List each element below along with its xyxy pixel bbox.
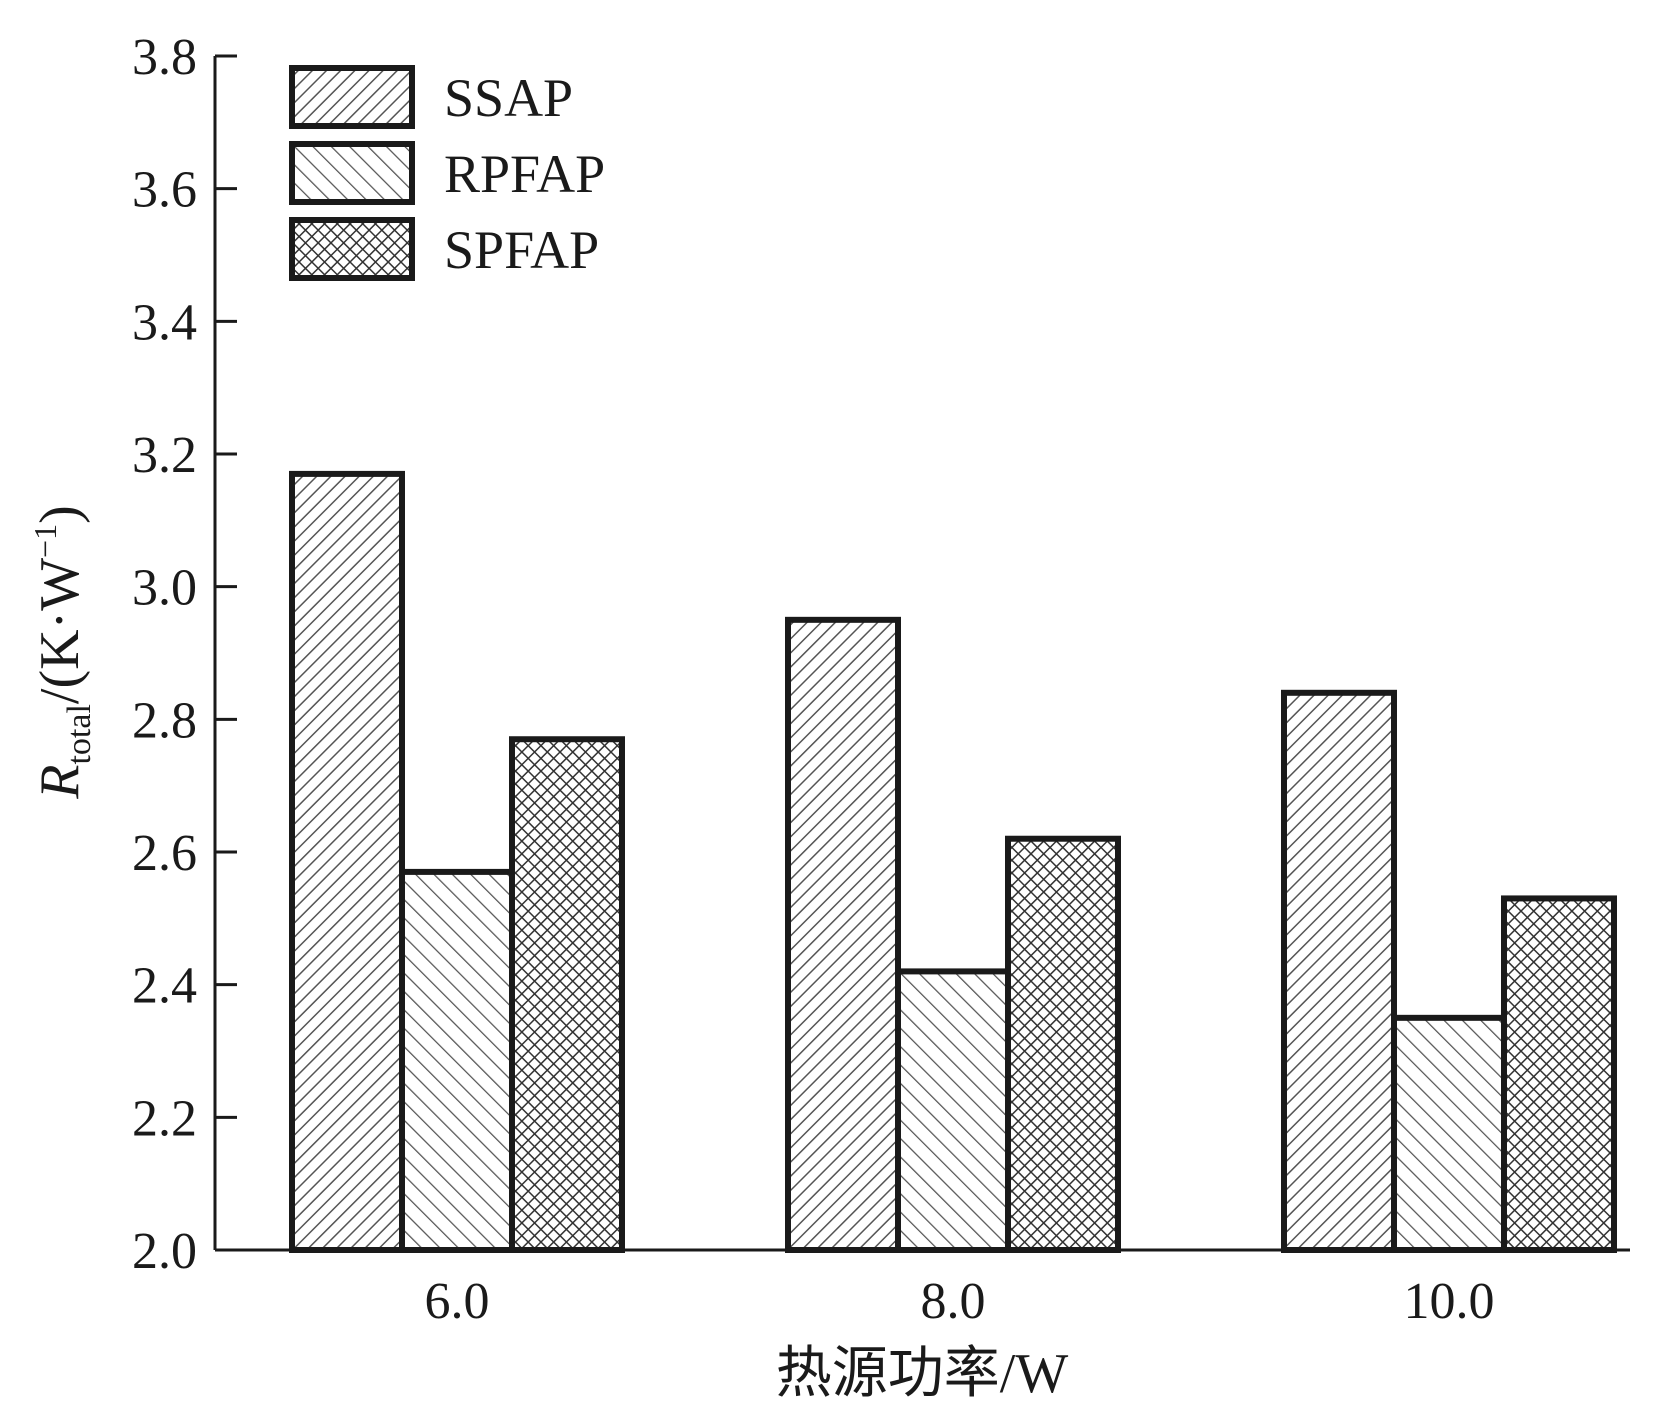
y-axis-subscript: total [61,704,98,764]
y-tick-label: 3.6 [132,162,197,219]
y-axis-superscript: −1 [27,524,63,558]
legend-label-rpfap: RPFAP [444,144,605,204]
y-tick-label: 2.2 [132,1090,197,1147]
bar-rpfap-10-0 [1391,1014,1507,1253]
bar-spfap-8-0 [1005,835,1121,1253]
y-tick-label: 2.8 [132,692,197,749]
legend-swatch-ssap [289,65,415,129]
x-axis-title: 热源功率/W [776,1343,1069,1405]
y-tick-label: 3.4 [132,294,197,351]
x-tick-label: 10.0 [1404,1273,1495,1330]
y-tick-label: 2.0 [132,1223,197,1280]
x-tick-label: 8.0 [921,1273,986,1330]
x-tick-label: 6.0 [425,1273,490,1330]
y-tick-label: 2.6 [132,825,197,882]
bars [289,470,1617,1254]
y-axis-title: Rtotal/(K·W−1) [27,505,98,800]
bar-ssap-10-0 [1281,689,1397,1253]
y-axis-unit: /(K·W [29,558,91,704]
legend-label-ssap: SSAP [444,68,573,128]
bar-ssap-8-0 [785,616,901,1253]
y-tick-label: 3.2 [132,427,197,484]
bar-rpfap-6-0 [399,868,515,1254]
legend-swatch-rpfap [289,141,415,205]
y-tick-label: 3.0 [132,560,197,617]
y-axis-symbol: R [29,765,91,800]
bar-spfap-10-0 [1501,895,1617,1254]
legend-label-spfap: SPFAP [444,220,599,280]
y-axis-close: ) [29,505,91,524]
y-ticks: 2.0 2.2 2.4 2.6 2.8 3.0 3.2 3.4 3.6 3.8 [132,29,237,1280]
bar-rpfap-8-0 [895,968,1011,1254]
y-tick-label: 2.4 [132,958,197,1015]
y-tick-label: 3.8 [132,29,197,86]
legend: SSAP RPFAP SPFAP [289,65,605,281]
bar-ssap-6-0 [289,470,405,1253]
legend-swatch-spfap [289,217,415,281]
bar-spfap-6-0 [509,736,625,1253]
